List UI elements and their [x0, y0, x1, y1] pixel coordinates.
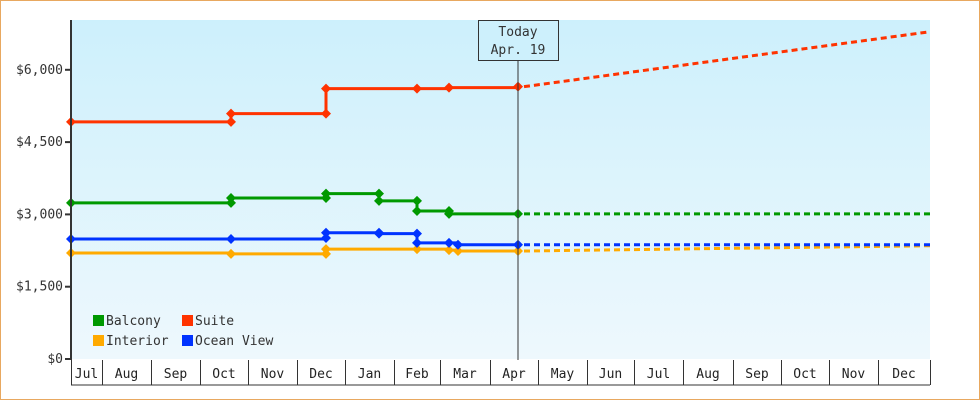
data-point-marker[interactable]	[321, 188, 331, 199]
y-tick-label: $1,500	[16, 280, 63, 295]
month-label: Oct	[793, 367, 816, 382]
data-point-marker[interactable]	[321, 227, 331, 238]
legend-label: Interior	[106, 334, 169, 349]
month-label: Mar	[453, 367, 477, 382]
legend-item-interior[interactable]: Interior	[93, 334, 169, 349]
data-point-marker[interactable]	[412, 83, 422, 94]
legend-swatch	[182, 315, 193, 326]
today-box	[478, 20, 559, 61]
month-label: Feb	[405, 367, 429, 382]
series-suite	[66, 30, 931, 127]
y-tick-label: $3,000	[16, 207, 63, 222]
data-point-marker[interactable]	[226, 116, 236, 127]
y-tick-label: $4,500	[16, 135, 63, 150]
series-interior	[66, 244, 931, 259]
month-label: Sep	[745, 367, 769, 382]
y-tick-label: $0	[47, 352, 63, 367]
legend-label: Balcony	[106, 314, 161, 329]
series-layer	[66, 30, 931, 259]
legend: Balcony Suite Interior Ocean View	[93, 314, 273, 349]
legend-swatch	[182, 335, 193, 346]
data-point-marker[interactable]	[226, 233, 236, 244]
today-date: Apr. 19	[491, 43, 546, 58]
data-point-marker[interactable]	[374, 188, 384, 199]
data-point-marker[interactable]	[226, 193, 236, 204]
projection-line	[523, 30, 931, 89]
month-label: May	[551, 367, 575, 382]
data-point-marker[interactable]	[321, 244, 331, 255]
month-label: Sep	[164, 367, 188, 382]
y-tick-label: $6,000	[16, 63, 63, 78]
month-label: Jun	[599, 367, 622, 382]
data-point-marker[interactable]	[412, 195, 422, 206]
data-point-marker[interactable]	[412, 228, 422, 239]
month-label: Jul	[75, 367, 98, 382]
month-label: Jan	[358, 367, 381, 382]
data-point-marker[interactable]	[444, 237, 454, 248]
month-label: Jul	[647, 367, 670, 382]
data-point-marker[interactable]	[226, 108, 236, 119]
legend-label: Ocean View	[195, 334, 273, 349]
data-point-marker[interactable]	[444, 82, 454, 93]
data-point-marker[interactable]	[412, 237, 422, 248]
legend-item-suite[interactable]: Suite	[182, 314, 234, 329]
x-axis-months: Jul Aug Sep Oct Nov Dec Jan Feb Mar Apr May Jun Jul A…	[71, 360, 931, 386]
legend-item-balcony[interactable]: Balcony	[93, 314, 161, 329]
data-point-marker[interactable]	[321, 233, 331, 244]
legend-swatch	[93, 335, 104, 346]
today-marker: Today Apr. 19	[478, 20, 559, 360]
data-point-marker[interactable]	[226, 248, 236, 259]
month-label: Nov	[842, 367, 866, 382]
legend-label: Suite	[195, 314, 234, 329]
data-point-marker[interactable]	[374, 195, 384, 206]
legend-swatch	[93, 315, 104, 326]
data-point-marker[interactable]	[453, 246, 463, 257]
data-point-marker[interactable]	[412, 206, 422, 217]
month-label: Oct	[212, 367, 235, 382]
plot-area	[71, 20, 930, 359]
data-point-marker[interactable]	[444, 208, 454, 219]
series-ocean-view	[66, 227, 930, 250]
data-point-marker[interactable]	[321, 83, 331, 94]
month-label: Aug	[115, 367, 138, 382]
data-point-marker[interactable]	[412, 244, 422, 255]
series-balcony	[66, 188, 930, 219]
data-point-marker[interactable]	[321, 108, 331, 119]
month-label: Apr	[502, 367, 526, 382]
data-point-marker[interactable]	[444, 245, 454, 256]
y-axis-ticks: $0 $1,500 $3,000 $4,500 $6,000	[16, 63, 71, 367]
legend-item-ocean-view[interactable]: Ocean View	[182, 334, 273, 349]
projection-line	[523, 244, 931, 253]
data-point-marker[interactable]	[453, 239, 463, 250]
month-label: Aug	[696, 367, 719, 382]
month-label: Dec	[309, 367, 332, 382]
today-label: Today	[498, 25, 537, 40]
month-label: Dec	[892, 367, 915, 382]
data-point-marker[interactable]	[374, 228, 384, 239]
month-label: Nov	[261, 367, 285, 382]
